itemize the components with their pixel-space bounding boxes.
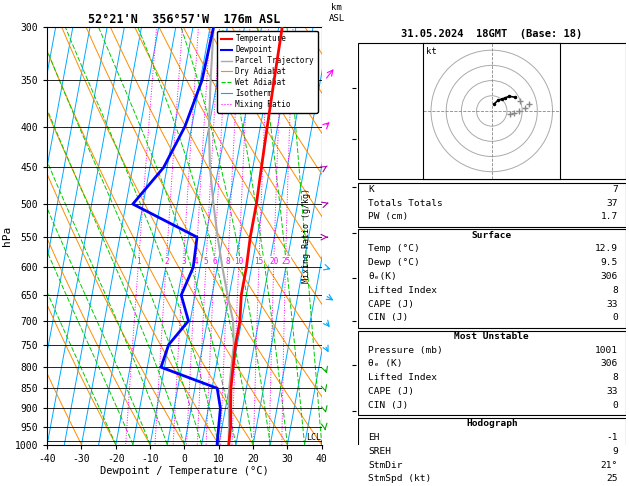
Text: 8: 8 (612, 373, 618, 382)
Text: 21°: 21° (601, 461, 618, 469)
Text: Mixing Ratio (g/kg): Mixing Ratio (g/kg) (302, 188, 311, 283)
Bar (358, 418, 626, 486)
Text: Surface: Surface (472, 231, 512, 240)
Text: PW (cm): PW (cm) (369, 212, 409, 221)
Text: Pressure (mb): Pressure (mb) (369, 346, 443, 355)
Text: Totals Totals: Totals Totals (369, 198, 443, 208)
Text: CIN (J): CIN (J) (369, 401, 409, 410)
Text: 5: 5 (204, 257, 208, 266)
Text: 10: 10 (234, 257, 243, 266)
Text: -1: -1 (606, 433, 618, 442)
Text: 9.5: 9.5 (601, 258, 618, 267)
Text: Lifted Index: Lifted Index (369, 373, 437, 382)
Text: EH: EH (369, 433, 380, 442)
Text: CIN (J): CIN (J) (369, 313, 409, 322)
Text: km
ASL: km ASL (329, 3, 345, 22)
Text: Hodograph: Hodograph (466, 419, 518, 428)
Text: 3: 3 (181, 257, 186, 266)
Text: 31.05.2024  18GMT  (Base: 18): 31.05.2024 18GMT (Base: 18) (401, 29, 582, 39)
Text: 2: 2 (164, 257, 169, 266)
Text: 1: 1 (136, 257, 141, 266)
Text: SREH: SREH (369, 447, 391, 456)
Text: 15: 15 (254, 257, 264, 266)
Text: 20: 20 (269, 257, 279, 266)
Text: 4: 4 (194, 257, 198, 266)
Bar (358, 229, 626, 328)
Text: 0: 0 (612, 401, 618, 410)
Text: 306: 306 (601, 360, 618, 368)
Text: LCL: LCL (306, 433, 321, 442)
Text: K: K (369, 185, 374, 194)
Text: © weatheronline.co.uk: © weatheronline.co.uk (439, 434, 544, 443)
Bar (358, 43, 626, 179)
Bar (358, 184, 626, 227)
Text: Dewp (°C): Dewp (°C) (369, 258, 420, 267)
Text: Temp (°C): Temp (°C) (369, 244, 420, 254)
Text: 8: 8 (612, 286, 618, 295)
Text: Most Unstable: Most Unstable (454, 332, 529, 341)
Text: 6: 6 (212, 257, 217, 266)
Text: 33: 33 (606, 300, 618, 309)
Text: 0: 0 (612, 313, 618, 322)
Y-axis label: hPa: hPa (2, 226, 12, 246)
Text: CAPE (J): CAPE (J) (369, 387, 415, 396)
Text: StmDir: StmDir (369, 461, 403, 469)
Text: θₑ (K): θₑ (K) (369, 360, 403, 368)
Text: 25: 25 (606, 474, 618, 484)
Text: 25: 25 (281, 257, 290, 266)
Text: StmSpd (kt): StmSpd (kt) (369, 474, 431, 484)
Bar (358, 330, 626, 416)
Text: CAPE (J): CAPE (J) (369, 300, 415, 309)
Text: 1.7: 1.7 (601, 212, 618, 221)
Text: 8: 8 (226, 257, 230, 266)
Legend: Temperature, Dewpoint, Parcel Trajectory, Dry Adiabat, Wet Adiabat, Isotherm, Mi: Temperature, Dewpoint, Parcel Trajectory… (217, 31, 318, 113)
X-axis label: Dewpoint / Temperature (°C): Dewpoint / Temperature (°C) (100, 467, 269, 476)
Text: 9: 9 (612, 447, 618, 456)
Text: Lifted Index: Lifted Index (369, 286, 437, 295)
Title: 52°21'N  356°57'W  176m ASL: 52°21'N 356°57'W 176m ASL (88, 13, 281, 26)
Text: 33: 33 (606, 387, 618, 396)
Text: 7: 7 (612, 185, 618, 194)
Text: 12.9: 12.9 (595, 244, 618, 254)
Text: 1001: 1001 (595, 346, 618, 355)
Text: θₑ(K): θₑ(K) (369, 272, 397, 281)
Text: 37: 37 (606, 198, 618, 208)
Text: 306: 306 (601, 272, 618, 281)
